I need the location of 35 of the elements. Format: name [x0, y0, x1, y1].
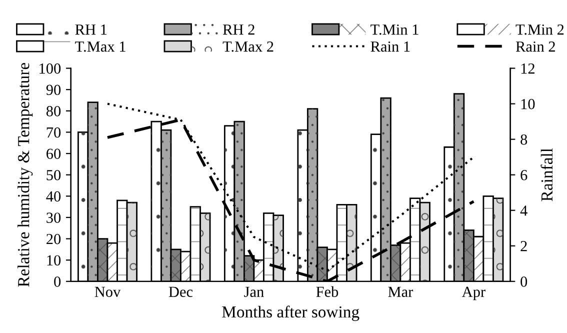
y2-tick-label: 2 [520, 241, 527, 252]
y2-axis-title: Rainfall [540, 148, 553, 202]
x-tick-label: Dec [168, 286, 193, 297]
x-tick-label: Jan [244, 286, 264, 297]
y-tick-label: 0 [54, 276, 61, 287]
legend-label: T.Max 1 [75, 41, 126, 52]
y-tick-label: 70 [46, 127, 61, 138]
y-tick-label: 90 [46, 84, 61, 96]
legend-label: T.Min 1 [370, 24, 418, 35]
y-tick-label: 40 [46, 191, 61, 202]
y2-tick-label: 8 [520, 134, 528, 145]
y2-tick-label: 12 [521, 63, 534, 74]
y-tick-label: 10 [47, 255, 61, 266]
legend-label: RH 1 [75, 24, 107, 35]
y2-tick-label: 0 [520, 276, 528, 287]
y-tick-label: 50 [46, 170, 61, 180]
x-tick-label: Apr [462, 286, 486, 300]
x-tick-label: Nov [94, 286, 121, 297]
y2-tick-label: 4 [520, 206, 528, 216]
y-tick-label: 100 [40, 63, 61, 74]
x-tick-label: Feb [316, 286, 338, 297]
y-tick-label: 30 [46, 212, 61, 223]
legend-label: T.Min 2 [516, 24, 564, 35]
y-tick-label: 80 [46, 106, 61, 116]
x-axis-title: Months after sowing [222, 306, 360, 321]
legend-label: Rain 1 [370, 41, 410, 52]
y2-tick-label: 10 [521, 98, 535, 110]
legend-label: Rain 2 [516, 41, 555, 52]
y-tick-label: 20 [46, 234, 61, 244]
legend-label: RH 2 [222, 24, 254, 35]
x-tick-label: Mar [388, 286, 414, 297]
legend-label: T.Max 2 [222, 41, 274, 52]
y-tick-label: 60 [46, 148, 61, 159]
y-axis-title: Relative humidity & Temperature [18, 62, 33, 287]
y2-tick-label: 6 [520, 170, 528, 180]
